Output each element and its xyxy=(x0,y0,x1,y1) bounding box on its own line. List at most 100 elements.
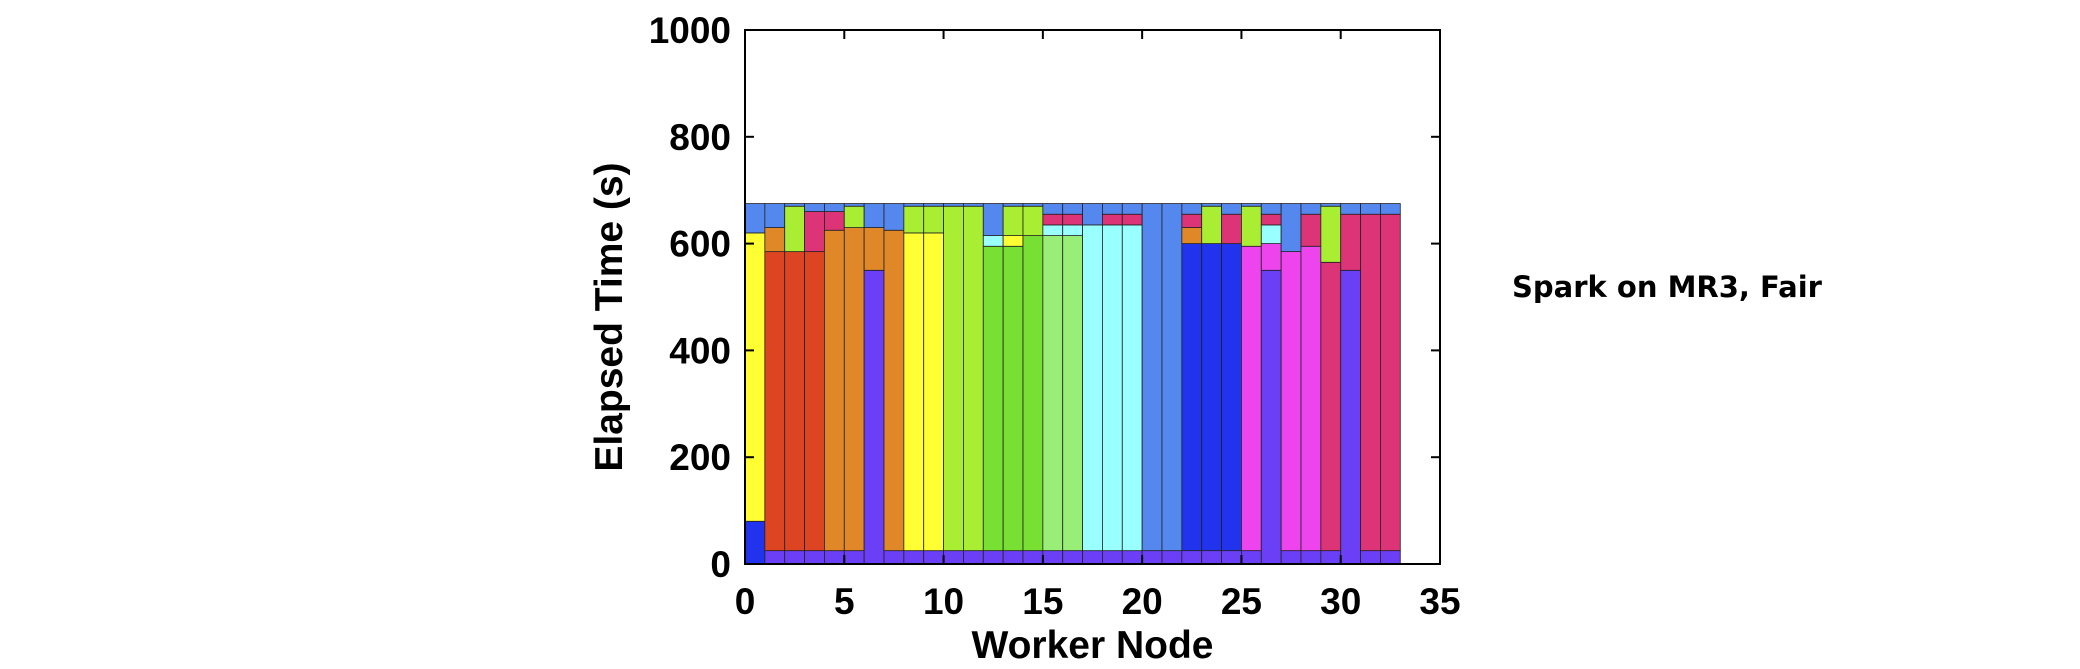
bar-segment-skyblue xyxy=(1340,203,1361,215)
bar-stack-4 xyxy=(804,203,825,565)
bar-segment-pink xyxy=(1042,213,1064,226)
bar-segment-skyblue xyxy=(1161,203,1183,552)
bar-segment-violet xyxy=(963,550,984,565)
bar-segment-lime xyxy=(923,205,944,234)
bar-segment-skyblue xyxy=(764,203,786,228)
bar-segment-violet xyxy=(1002,550,1024,565)
bar-stack-8 xyxy=(883,203,905,565)
x-tick-label: 30 xyxy=(1320,581,1361,622)
bar-stack-1 xyxy=(744,203,766,565)
chart-caption: Spark on MR3, Fair xyxy=(1512,270,1822,304)
bar-segment-violet xyxy=(784,550,805,565)
bar-segment-skyblue xyxy=(1241,203,1262,207)
bar-segment-violet xyxy=(982,550,1004,565)
bar-stack-32 xyxy=(1360,203,1381,565)
bar-stack-13 xyxy=(982,203,1004,565)
bar-segment-skyblue xyxy=(1042,203,1064,215)
bar-segment-pink xyxy=(1062,213,1083,226)
plot-frame xyxy=(744,29,1441,565)
y-tick-label: 200 xyxy=(669,437,731,478)
y-tick-label: 1000 xyxy=(649,10,731,51)
bar-segment-magenta xyxy=(1241,245,1262,552)
bar-segment-violet xyxy=(1121,550,1143,565)
bar-segment-skyblue xyxy=(824,203,845,212)
bar-segment-lime xyxy=(1320,205,1342,263)
bar-segment-violet xyxy=(1241,550,1262,565)
bar-segment-skyblue xyxy=(943,203,964,207)
x-axis-title: Worker Node xyxy=(972,624,1214,667)
bar-stack-16 xyxy=(1042,203,1064,565)
bar-segment-violet xyxy=(1320,550,1342,565)
y-tick-label: 400 xyxy=(669,330,731,371)
bar-segment-pink xyxy=(1121,213,1143,226)
bar-segment-blue xyxy=(744,520,766,565)
bar-segment-cyan xyxy=(1260,224,1282,245)
bar-stack-9 xyxy=(903,203,925,565)
bar-segment-magenta xyxy=(1280,251,1302,552)
bar-segment-skyblue xyxy=(1062,203,1083,215)
bar-stack-23 xyxy=(1181,203,1203,565)
bar-segment-lime xyxy=(903,205,925,234)
x-tick-label: 5 xyxy=(834,581,855,622)
bar-segment-lime xyxy=(963,205,984,552)
bar-segment-skyblue xyxy=(863,203,885,228)
bar-segment-pink xyxy=(804,211,825,253)
bar-segment-violet xyxy=(804,550,825,565)
bar-segment-violet xyxy=(1201,550,1222,565)
ticks-layer: 0 200 400 600 800 1000 0 5 10 15 20 25 30 35 xyxy=(649,10,1461,622)
bar-segment-skyblue xyxy=(843,203,865,207)
bar-stack-22 xyxy=(1161,203,1183,565)
bar-stack-17 xyxy=(1062,203,1083,565)
bar-segment-cyan xyxy=(982,235,1004,247)
bar-stack-20 xyxy=(1121,203,1143,565)
bar-segment-lightgreen xyxy=(1042,235,1064,552)
y-axis-title: Elapsed Time (s) xyxy=(588,162,631,471)
bar-segment-lime xyxy=(843,205,865,228)
bar-stack-33 xyxy=(1380,203,1401,565)
bar-segment-violet xyxy=(1102,550,1123,565)
bar-segment-pink xyxy=(1360,213,1381,552)
bar-segment-lightgreen xyxy=(1062,235,1083,552)
bar-segment-violet xyxy=(1360,550,1381,565)
bar-segment-cyan xyxy=(1102,224,1123,552)
bar-segment-orange xyxy=(1181,227,1203,245)
bar-segment-lime xyxy=(1002,205,1024,236)
bar-stack-7 xyxy=(863,203,885,565)
bar-segment-pink xyxy=(1320,261,1342,552)
bar-segment-skyblue xyxy=(963,203,984,207)
bar-segment-skyblue xyxy=(923,203,944,207)
bar-stack-6 xyxy=(843,203,865,565)
bar-segment-lime xyxy=(1201,205,1222,245)
bar-stack-5 xyxy=(824,203,845,565)
bar-segment-pink xyxy=(1221,213,1242,244)
x-tick-label: 10 xyxy=(923,581,964,622)
bar-segment-orange xyxy=(843,227,865,552)
bar-stack-12 xyxy=(963,203,984,565)
bar-segment-skyblue xyxy=(1181,203,1203,215)
bar-segment-violet xyxy=(1260,269,1282,565)
bar-segment-orange xyxy=(764,227,786,253)
bar-segment-yellow xyxy=(1002,235,1024,247)
bar-segment-skyblue xyxy=(1121,203,1143,215)
bar-segment-violet xyxy=(1340,269,1361,565)
bar-segment-skyblue xyxy=(903,203,925,207)
bar-segment-blue xyxy=(1181,243,1203,552)
bar-stack-19 xyxy=(1102,203,1123,565)
bar-stack-28 xyxy=(1280,203,1302,565)
bar-stack-27 xyxy=(1260,203,1282,565)
bar-stack-29 xyxy=(1300,203,1322,565)
bar-segment-skyblue xyxy=(1022,203,1044,207)
bar-segment-skyblue xyxy=(1102,203,1123,215)
bar-segment-lime xyxy=(1241,205,1262,247)
bar-segment-lime xyxy=(1022,205,1044,236)
bar-segment-green xyxy=(982,245,1004,552)
bar-segment-violet xyxy=(943,550,964,565)
bar-segment-yellow xyxy=(923,232,944,552)
bar-segment-violet xyxy=(1042,550,1064,565)
bar-segment-violet xyxy=(1221,550,1242,565)
bar-segment-skyblue xyxy=(804,203,825,212)
bar-segment-violet xyxy=(1141,550,1163,565)
bar-segment-skyblue xyxy=(982,203,1004,236)
bar-segment-magenta xyxy=(1300,245,1322,552)
